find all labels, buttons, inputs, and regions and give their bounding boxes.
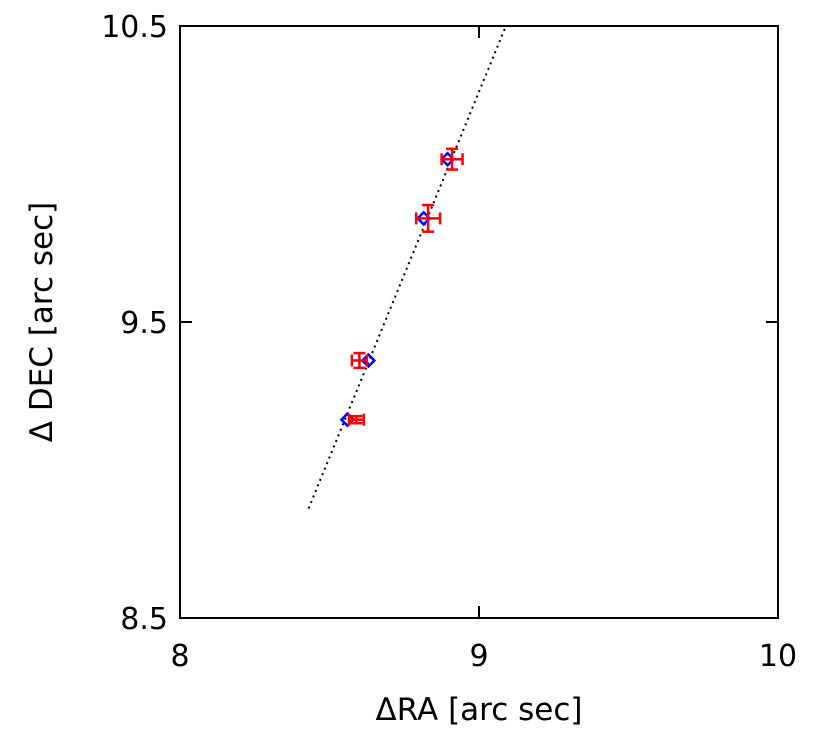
y-tick-label: 10.5 (101, 10, 168, 45)
tick-labels: 8 9 10 8.5 9.5 10.5 (101, 10, 797, 674)
x-tick-label: 9 (469, 639, 488, 674)
y-tick-label: 9.5 (120, 306, 168, 341)
x-tick-label: 10 (759, 639, 797, 674)
ticks (179, 25, 779, 619)
error-bar-point (347, 413, 366, 426)
plot-frame (179, 25, 779, 619)
x-tick-label: 8 (170, 639, 189, 674)
error-bar-point (350, 351, 369, 370)
y-tick-label: 8.5 (120, 602, 168, 637)
plot-border (179, 25, 779, 619)
x-axis-label: ΔRA [arc sec] (376, 692, 583, 728)
series-layer (307, 25, 507, 509)
error-bar-point (414, 203, 442, 233)
diamond-point (339, 411, 356, 428)
error-bar-point (440, 147, 464, 171)
fit-line (307, 25, 507, 509)
y-axis-label: Δ DEC [arc sec] (24, 202, 60, 442)
diamond-point (360, 352, 377, 369)
